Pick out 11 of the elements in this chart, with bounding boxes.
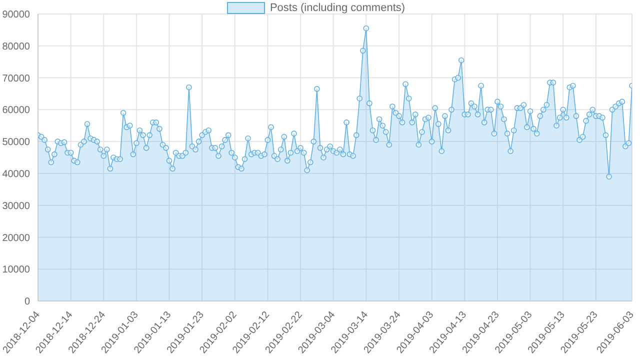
y-tick-label: 60000 xyxy=(2,105,30,116)
y-tick-label: 80000 xyxy=(2,41,30,52)
y-tick-label: 10000 xyxy=(2,264,30,276)
y-tick-label: 0 xyxy=(24,296,30,308)
y-tick-label: 90000 xyxy=(2,10,30,21)
y-tick-label: 70000 xyxy=(2,73,30,84)
y-tick-label: 40000 xyxy=(2,168,30,180)
y-tick-label: 30000 xyxy=(2,200,30,212)
y-tick-label: 20000 xyxy=(2,232,30,244)
legend-label: Posts (including comments) xyxy=(270,2,406,14)
y-tick-label: 50000 xyxy=(2,137,30,148)
